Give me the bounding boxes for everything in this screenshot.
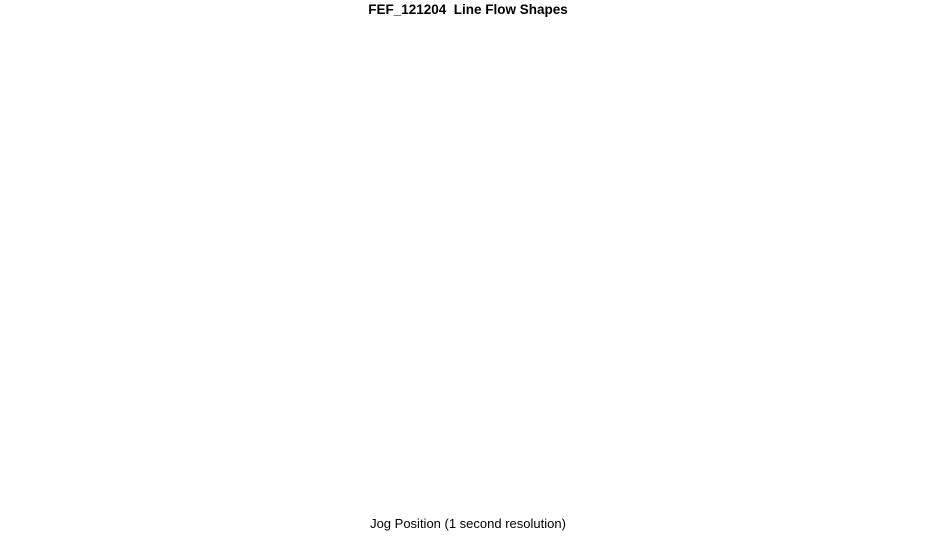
panel-line-2 <box>310 18 622 270</box>
panel-line-1 <box>0 18 312 270</box>
panel-line-4 <box>0 268 312 520</box>
figure-title: FEF_121204 Line Flow Shapes <box>368 2 568 17</box>
x-axis-label: Jog Position (1 second resolution) <box>370 516 566 531</box>
panel-line-3 <box>620 18 932 270</box>
